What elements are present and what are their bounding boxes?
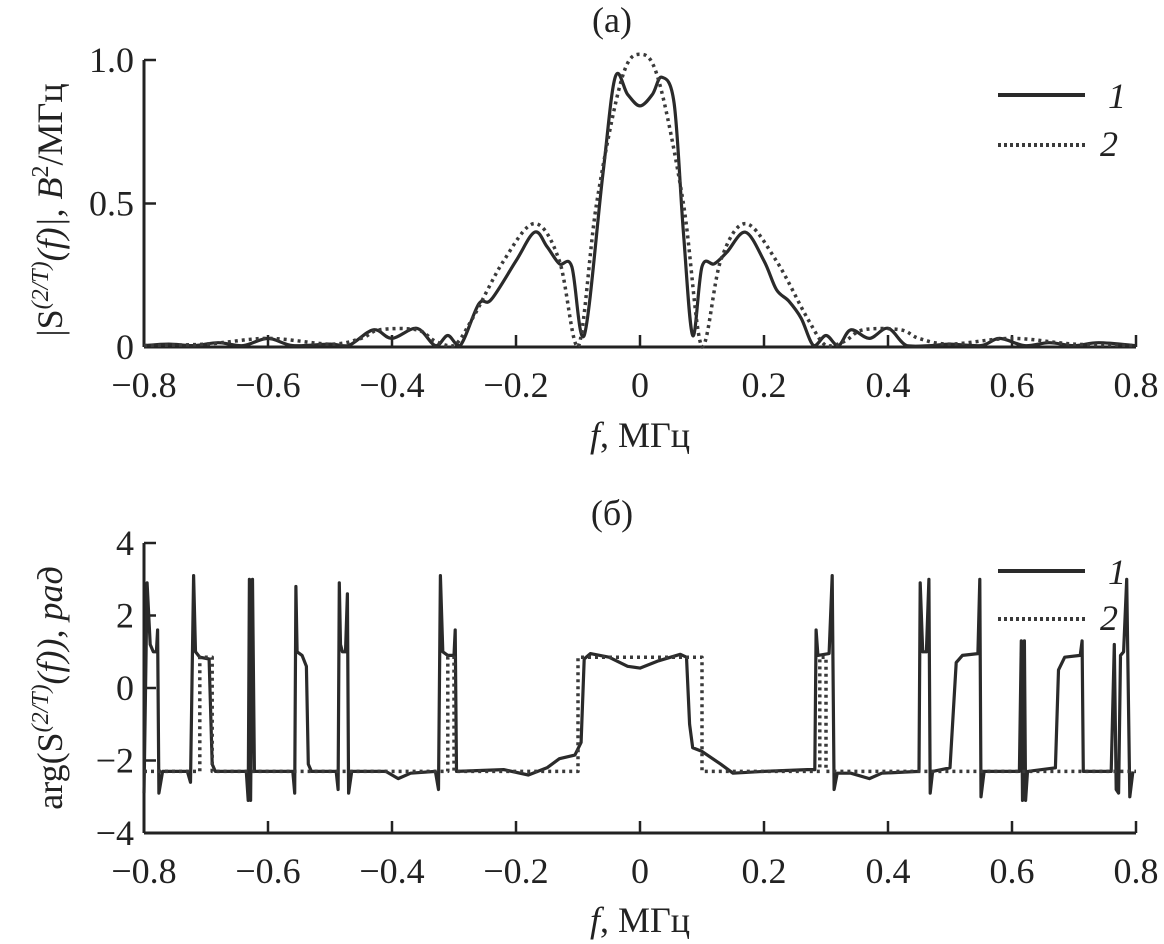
x-tick-label: −0.8 xyxy=(111,365,176,405)
x-tick-label: 0.6 xyxy=(990,365,1035,405)
legend: 1 2 xyxy=(998,76,1126,164)
y-tick-label: 0 xyxy=(116,668,134,708)
series-2-line xyxy=(144,655,1136,774)
legend: 1 2 xyxy=(998,552,1126,638)
y-tick-label: −4 xyxy=(96,813,134,853)
legend-label-2: 2 xyxy=(1100,124,1118,164)
x-tick-label: −0.6 xyxy=(235,365,300,405)
x-tick-label: 0.6 xyxy=(990,851,1035,891)
x-tick-label: −0.4 xyxy=(359,851,424,891)
y-tick-label: 1.0 xyxy=(89,40,134,80)
y-tick-label: 0 xyxy=(116,327,134,367)
x-tick-label: 0 xyxy=(631,365,649,405)
x-tick-label: 0.8 xyxy=(1114,851,1159,891)
x-tick-label: 0.2 xyxy=(742,365,787,405)
x-tick-label: 0 xyxy=(631,851,649,891)
panel-a-ylabel: |S(2/T)(f)|, В2/МГц xyxy=(28,83,70,336)
panel-a-xlabel: f, МГц xyxy=(590,415,690,455)
legend-label-1: 1 xyxy=(1108,76,1126,116)
panel-b-xlabel: f, МГц xyxy=(590,900,690,940)
x-tick-label: 0.2 xyxy=(742,851,787,891)
y-tick-label: 0.5 xyxy=(89,184,134,224)
panel-a: (a) f, МГц |S(2/T)(f)|, В2/МГц 1 2 −0.8 −… xyxy=(28,0,1159,455)
series-1-line xyxy=(142,574,1135,802)
x-tick-label: −0.6 xyxy=(235,851,300,891)
legend-label-1: 1 xyxy=(1108,552,1126,592)
panel-a-title: (a) xyxy=(592,0,632,40)
y-tick-label: 4 xyxy=(116,523,134,563)
xlabel-unit: , МГц xyxy=(600,415,690,455)
panel-b-title: (б) xyxy=(591,493,633,533)
panel-b-ylabel: arg(S(2/T)(f)), рад xyxy=(28,566,70,810)
x-tick-label: −0.8 xyxy=(111,851,176,891)
x-tick-label: −0.2 xyxy=(483,365,548,405)
x-tick-label: −0.2 xyxy=(483,851,548,891)
y-tick-label: −2 xyxy=(96,741,134,781)
x-tick-label: 0.4 xyxy=(866,365,911,405)
x-tick-label: 0.8 xyxy=(1114,365,1159,405)
legend-label-2: 2 xyxy=(1100,598,1118,638)
series-1-line xyxy=(143,71,1137,348)
y-tick-label: 2 xyxy=(116,596,134,636)
x-tick-label: 0.4 xyxy=(866,851,911,891)
series-2-line xyxy=(143,52,1137,349)
x-tick-label: −0.4 xyxy=(359,365,424,405)
panel-b: (б) f, МГц arg(S(2/T)(f)), рад 1 2 −0.8−… xyxy=(28,493,1159,940)
